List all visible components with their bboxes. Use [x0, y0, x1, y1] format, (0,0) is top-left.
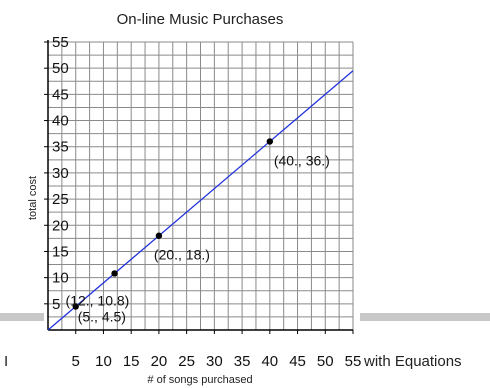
background-bar-right: [360, 313, 490, 321]
y-tick-label: 15: [52, 243, 69, 260]
y-tick-label: 25: [52, 191, 69, 208]
data-point: [72, 303, 79, 310]
data-point: [111, 270, 118, 277]
x-tick-label: 10: [95, 353, 112, 370]
data-point-label: (20., 18.): [154, 247, 210, 263]
axes: [44, 40, 354, 334]
y-tick-label: 5: [52, 296, 60, 313]
data-point-label: (12., 10.8): [66, 292, 130, 308]
x-tick-label: 30: [206, 353, 223, 370]
x-tick-label: 20: [151, 353, 168, 370]
x-tick-label: 55: [345, 353, 362, 370]
x-tick-label: 50: [317, 353, 334, 370]
x-tick-label: 25: [178, 353, 195, 370]
data-point-label: (5., 4.5): [78, 308, 126, 324]
y-tick-label: 20: [52, 217, 69, 234]
x-tick-label: 5: [72, 353, 80, 370]
y-axis-label: total cost: [27, 176, 39, 220]
x-tick-label: 15: [123, 353, 140, 370]
background-left-fragment: I: [4, 353, 8, 370]
x-axis-label: # of songs purchased: [147, 374, 252, 386]
y-tick-label: 10: [52, 270, 69, 287]
y-tick-label: 35: [52, 139, 69, 156]
grid: [47, 41, 354, 331]
y-tick-label: 40: [52, 113, 69, 130]
x-tick-label: 45: [289, 353, 306, 370]
series: (5., 4.5)(12., 10.8) (20., 18.) (40., 36.): [47, 70, 354, 331]
chart-title: On-line Music Purchases: [117, 11, 284, 28]
y-tick-label: 50: [52, 60, 69, 77]
data-point: [266, 138, 274, 145]
background-right-text: with Equations: [363, 353, 462, 370]
y-tick-label: 30: [52, 165, 69, 182]
y-tick-label: 55: [52, 34, 69, 51]
x-tick-label: 40: [261, 353, 278, 370]
data-point: [155, 232, 163, 239]
series-line: [47, 70, 354, 331]
data-point-label: (40., 36.): [274, 152, 330, 168]
background-bar-left: [0, 313, 44, 321]
y-tick-label: 45: [52, 86, 69, 103]
x-tick-label: 35: [234, 353, 251, 370]
